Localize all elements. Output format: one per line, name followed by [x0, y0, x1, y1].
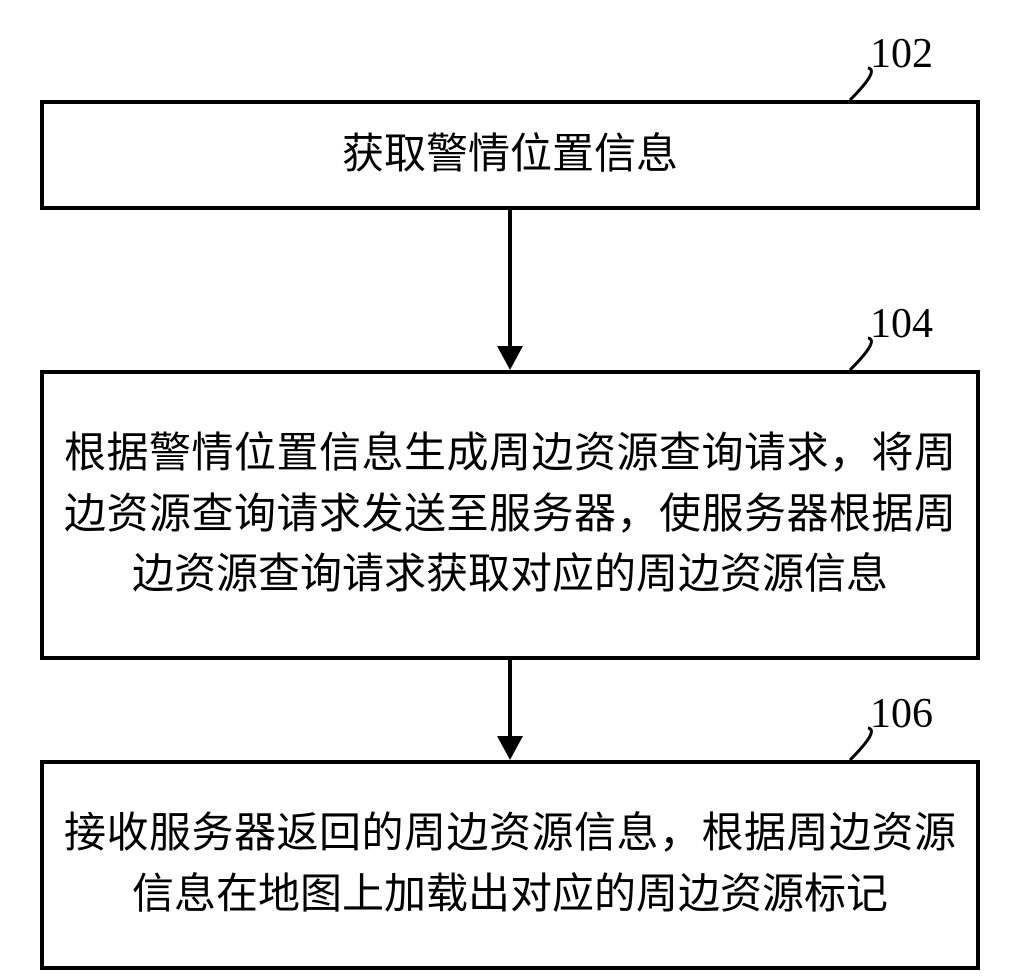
leader-106 — [0, 0, 1031, 980]
